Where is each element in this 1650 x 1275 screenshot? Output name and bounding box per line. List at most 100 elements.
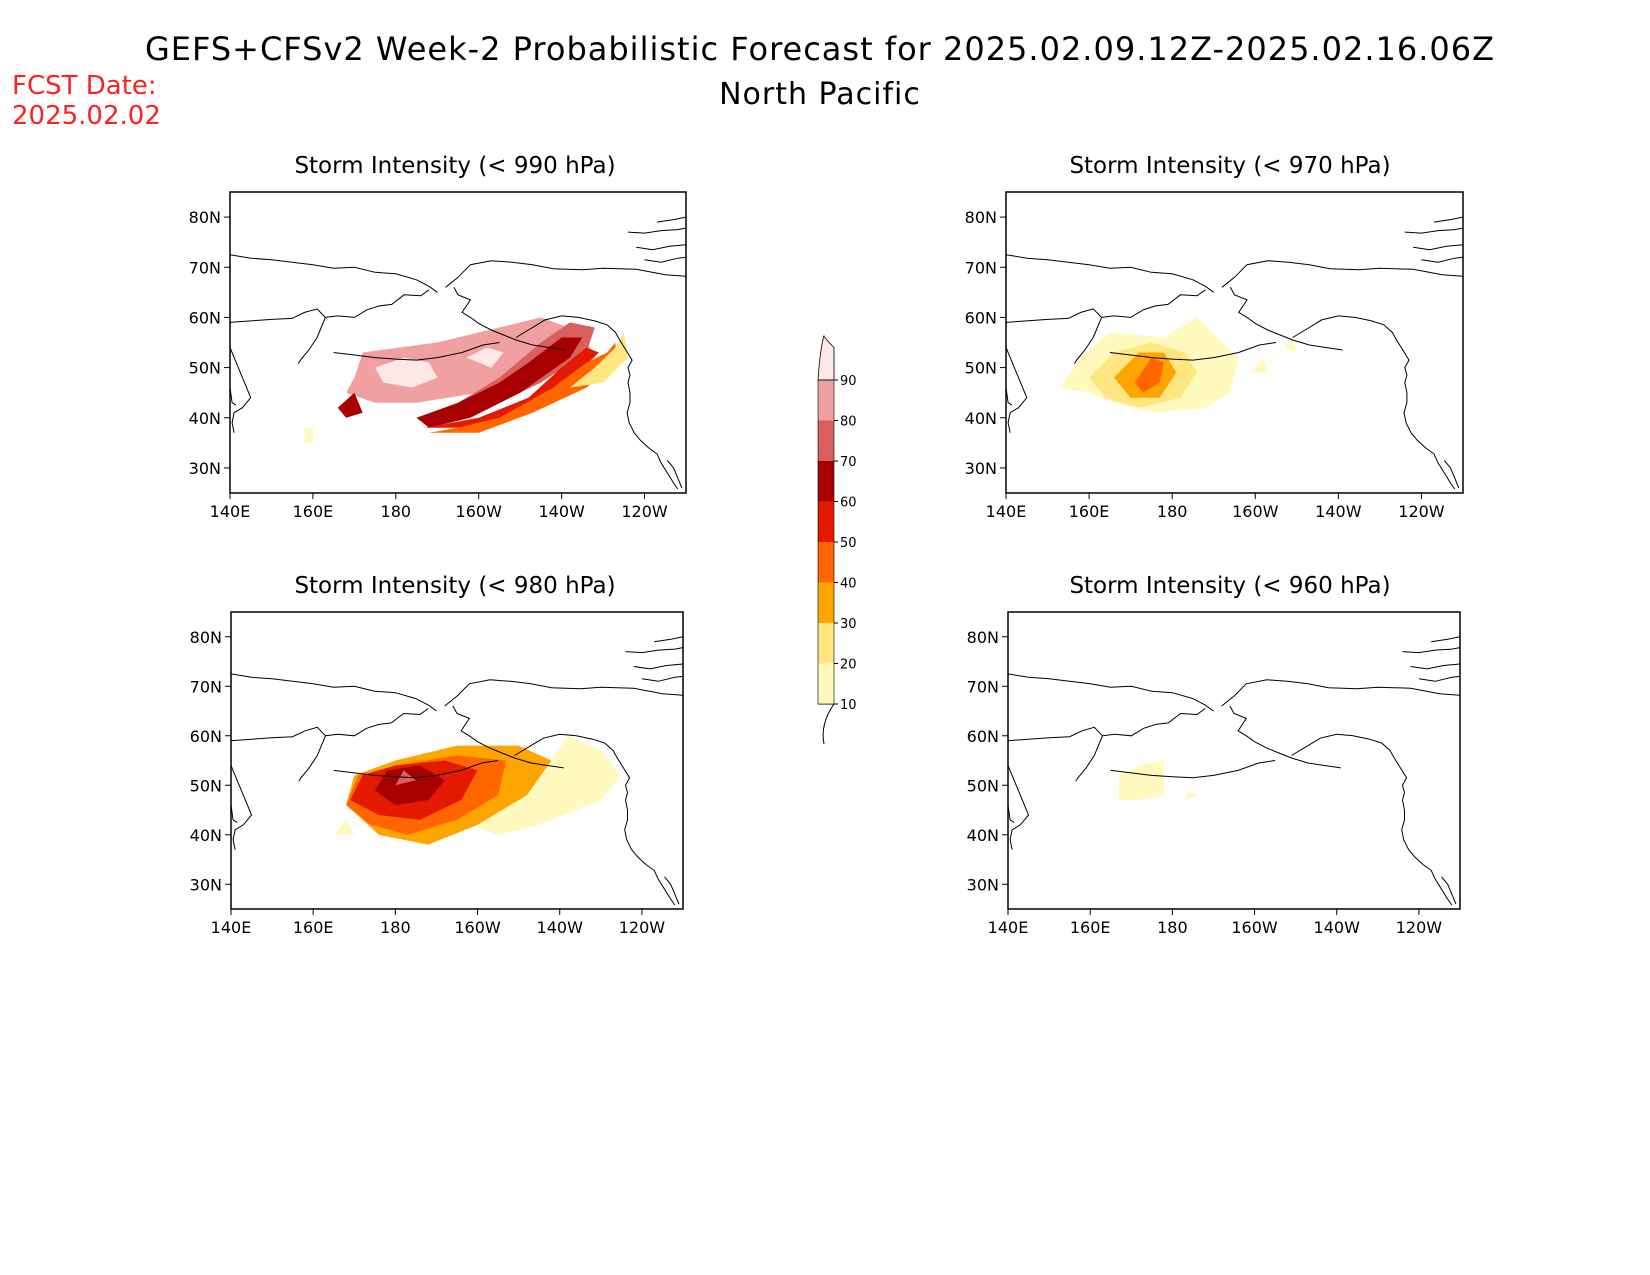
lon-tick-label: 160E	[293, 918, 334, 937]
coastline	[325, 708, 429, 737]
coastline	[1109, 342, 1277, 361]
lat-tick-label: 60N	[967, 727, 999, 746]
coastline	[641, 675, 683, 682]
coastline	[453, 287, 566, 351]
lat-tick-label: 40N	[189, 409, 221, 428]
lat-tick-label: 40N	[967, 826, 999, 845]
coastline	[515, 315, 679, 490]
legend-level-label: 60	[840, 496, 857, 511]
legend-level-label: 10	[840, 698, 857, 713]
legend-level-label: 70	[840, 455, 857, 470]
panel-title: Storm Intensity (< 970 hPa)	[1069, 153, 1390, 179]
legend-swatch-70	[818, 420, 834, 461]
lat-tick-label: 60N	[190, 727, 222, 746]
lat-tick-label: 60N	[189, 308, 221, 327]
lon-tick-label: 160W	[1231, 918, 1278, 937]
lon-tick-label: 160E	[1069, 502, 1110, 521]
lat-tick-label: 30N	[965, 459, 997, 478]
lat-tick-label: 50N	[189, 359, 221, 378]
coastline	[231, 765, 253, 850]
coastline	[625, 647, 683, 654]
coastline	[445, 260, 686, 288]
lat-tick-label: 80N	[190, 628, 222, 647]
coastline	[1102, 708, 1206, 737]
coastline	[1291, 733, 1453, 906]
lon-tick-label: 120W	[621, 502, 668, 521]
coastline	[1443, 460, 1460, 489]
coastline	[1433, 216, 1463, 223]
coastline	[1008, 726, 1104, 782]
coastline	[1101, 289, 1206, 318]
coastline	[1413, 244, 1463, 251]
coastline	[230, 347, 252, 433]
coastline	[1229, 705, 1341, 769]
coastline	[333, 760, 499, 779]
legend-level-label: 50	[840, 536, 857, 551]
figure-title: GEFS+CFSv2 Week-2 Probabilistic Forecast…	[145, 30, 1495, 68]
coastline	[1418, 675, 1460, 682]
coastline	[654, 636, 683, 643]
lon-tick-label: 140E	[211, 918, 252, 937]
lat-tick-label: 40N	[190, 826, 222, 845]
coastline	[636, 244, 686, 251]
coastline	[452, 705, 564, 769]
panel-title: Storm Intensity (< 980 hPa)	[294, 573, 615, 599]
legend-level-label: 20	[840, 658, 857, 673]
lat-tick-label: 70N	[967, 677, 999, 696]
coastline	[666, 460, 683, 489]
lat-tick-label: 80N	[967, 628, 999, 647]
coastline	[333, 342, 500, 361]
coastline	[656, 216, 686, 223]
coastline	[1006, 254, 1214, 293]
lon-tick-label: 180	[381, 502, 412, 521]
lat-tick-label: 40N	[965, 409, 997, 428]
lon-tick-label: 140E	[988, 918, 1029, 937]
coastline	[644, 256, 686, 263]
lat-tick-label: 50N	[967, 776, 999, 795]
coastline	[1229, 287, 1343, 351]
legend-level-label: 90	[840, 374, 857, 389]
coastline	[1006, 347, 1028, 433]
legend-bottom-cap	[818, 703, 835, 745]
panel-title: Storm Intensity (< 990 hPa)	[294, 153, 615, 179]
map-area: 80N 70N 60N 50N 40N 30N 140E 160E 180 160W 140W 120…	[189, 191, 687, 521]
map-area: 80N 70N 60N 50N 40N 30N 140E 160E 180 160W 140W 120…	[965, 191, 1464, 521]
lon-tick-label: 140E	[986, 502, 1027, 521]
panel-storm-970: Storm Intensity (< 970 hPa) 80N 70N 60N 50N…	[965, 153, 1464, 521]
legend-swatch-60	[818, 461, 834, 502]
lat-tick-label: 30N	[189, 459, 221, 478]
lon-tick-label: 180	[1157, 502, 1188, 521]
legend-swatch-50	[818, 501, 834, 542]
coastline	[1221, 260, 1463, 288]
lat-tick-label: 70N	[965, 258, 997, 277]
coastline	[444, 679, 683, 707]
map-frame	[230, 611, 684, 910]
coastline	[1421, 256, 1463, 263]
lon-tick-label: 160W	[456, 502, 503, 521]
coastline	[230, 387, 237, 406]
probability-region-60	[416, 337, 583, 428]
map-frame	[1005, 191, 1464, 494]
probability-region-10	[469, 735, 622, 835]
map-frame	[229, 191, 687, 494]
panel-storm-990: Storm Intensity (< 990 hPa) 80N 70N 60N 50N…	[189, 153, 687, 521]
lon-tick-label: 140W	[1315, 502, 1362, 521]
lat-tick-label: 70N	[190, 677, 222, 696]
probability-region-10	[304, 427, 313, 443]
coastline	[231, 804, 238, 823]
fcst-date-label: FCST Date:	[12, 71, 157, 101]
panel-storm-960: Storm Intensity (< 960 hPa) 80N 70N 60N 50N…	[967, 573, 1461, 937]
lon-tick-label: 160W	[1232, 502, 1279, 521]
coastline	[230, 308, 326, 364]
coastline	[514, 733, 676, 906]
lon-tick-label: 120W	[619, 918, 666, 937]
fcst-date-value: 2025.02.02	[12, 101, 161, 131]
coastline	[231, 726, 327, 782]
coastline	[1292, 315, 1456, 490]
legend-swatch-30	[818, 582, 834, 623]
lat-tick-label: 60N	[965, 308, 997, 327]
probability-region-60	[374, 765, 445, 805]
coastline	[664, 876, 680, 905]
coastline	[1110, 760, 1276, 779]
coastline	[1008, 804, 1015, 823]
